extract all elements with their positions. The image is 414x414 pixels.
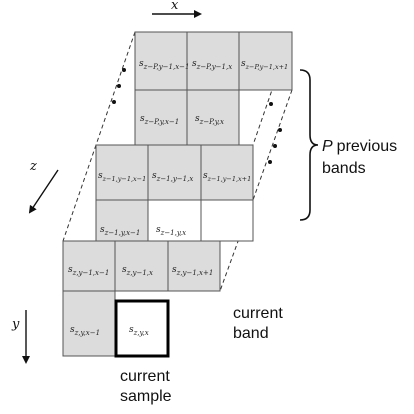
z-axis-label: z xyxy=(29,159,37,174)
previous-bands-brace xyxy=(299,69,319,221)
cell-z1-y-xp1 xyxy=(200,199,254,242)
label-z-y-x1: sz,y,x−1 xyxy=(70,325,100,337)
ellipsis-dot xyxy=(117,84,121,88)
current-band-label-line1: current xyxy=(233,305,283,322)
ellipsis-dot xyxy=(269,102,273,106)
band-z-minus-1: sz−1,y−1,x−1 sz−1,y−1,x sz−1,y−1,x+1 sz−… xyxy=(95,144,254,242)
cell-z-y-x1 xyxy=(62,290,116,357)
label-zp-y-x1: sz−P,y,x−1 xyxy=(140,114,179,126)
y-axis-label: y xyxy=(11,317,20,332)
cell-zp-y1-xp1 xyxy=(238,31,293,91)
cell-z1-y1-x1 xyxy=(95,144,149,201)
current-sample-cell xyxy=(114,299,170,358)
label-z1-y-x1: sz−1,y,x−1 xyxy=(100,225,140,237)
label-z1-y1-x1: sz−1,y−1,x−1 xyxy=(98,171,146,183)
label-z1-y1-x: sz−1,y−1,x xyxy=(152,171,193,183)
ellipsis-dot xyxy=(112,100,116,104)
cell-z-y1-x xyxy=(114,240,169,292)
current-sample-label-line2: sample xyxy=(120,388,172,405)
label-zp-y1-xp1: sz−P,y−1,x+1 xyxy=(241,59,288,71)
band-z-minus-p: sz−P,y−1,x−1 sz−P,y−1,x sz−P,y−1,x+1 sz−… xyxy=(134,31,293,146)
cell-z1-y-x xyxy=(147,199,202,242)
label-z1-y-x: sz−1,y,x xyxy=(156,225,186,237)
dashed-connector xyxy=(95,31,136,146)
label-zp-y1-x: sz−P,y−1,x xyxy=(192,59,232,71)
label-z-y1-xp1: sz,y−1,x+1 xyxy=(172,265,213,277)
label-z-y1-x1: sz,y−1,x−1 xyxy=(68,265,109,277)
label-z1-y1-xp1: sz−1,y−1,x+1 xyxy=(203,171,251,183)
cell-zp-y1-x xyxy=(186,31,240,91)
label-zp-y-x: sz−P,y,x xyxy=(195,114,224,126)
ellipsis-dot xyxy=(268,160,272,164)
previous-bands-label-line2: bands xyxy=(322,160,366,177)
band-current: sz,y−1,x−1 sz,y−1,x sz,y−1,x+1 sz,y,x−1 … xyxy=(62,240,221,358)
x-axis-label: x xyxy=(171,0,179,13)
current-band-label-line2: band xyxy=(233,325,269,342)
z-axis-arrow xyxy=(28,169,59,214)
cell-z1-y1-xp1 xyxy=(200,144,254,201)
label-z-y-x: sz,y,x xyxy=(129,325,149,337)
ellipsis-dot xyxy=(122,68,126,72)
ellipsis-dot xyxy=(273,144,277,148)
dashed-connector xyxy=(62,144,97,242)
cell-z-y1-x1 xyxy=(62,240,116,292)
cell-z1-y-x1 xyxy=(95,199,149,242)
dashed-connector xyxy=(252,89,293,201)
cell-zp-y-x xyxy=(186,89,240,146)
ellipsis-dot xyxy=(278,128,282,132)
label-z-y1-x: sz,y−1,x xyxy=(122,265,153,277)
current-sample-label-line1: current xyxy=(120,368,170,385)
cell-zp-y-x1 xyxy=(134,89,188,146)
cell-z-y1-xp1 xyxy=(167,240,221,292)
label-zp-y1-x1: sz−P,y−1,x−1 xyxy=(139,59,189,71)
